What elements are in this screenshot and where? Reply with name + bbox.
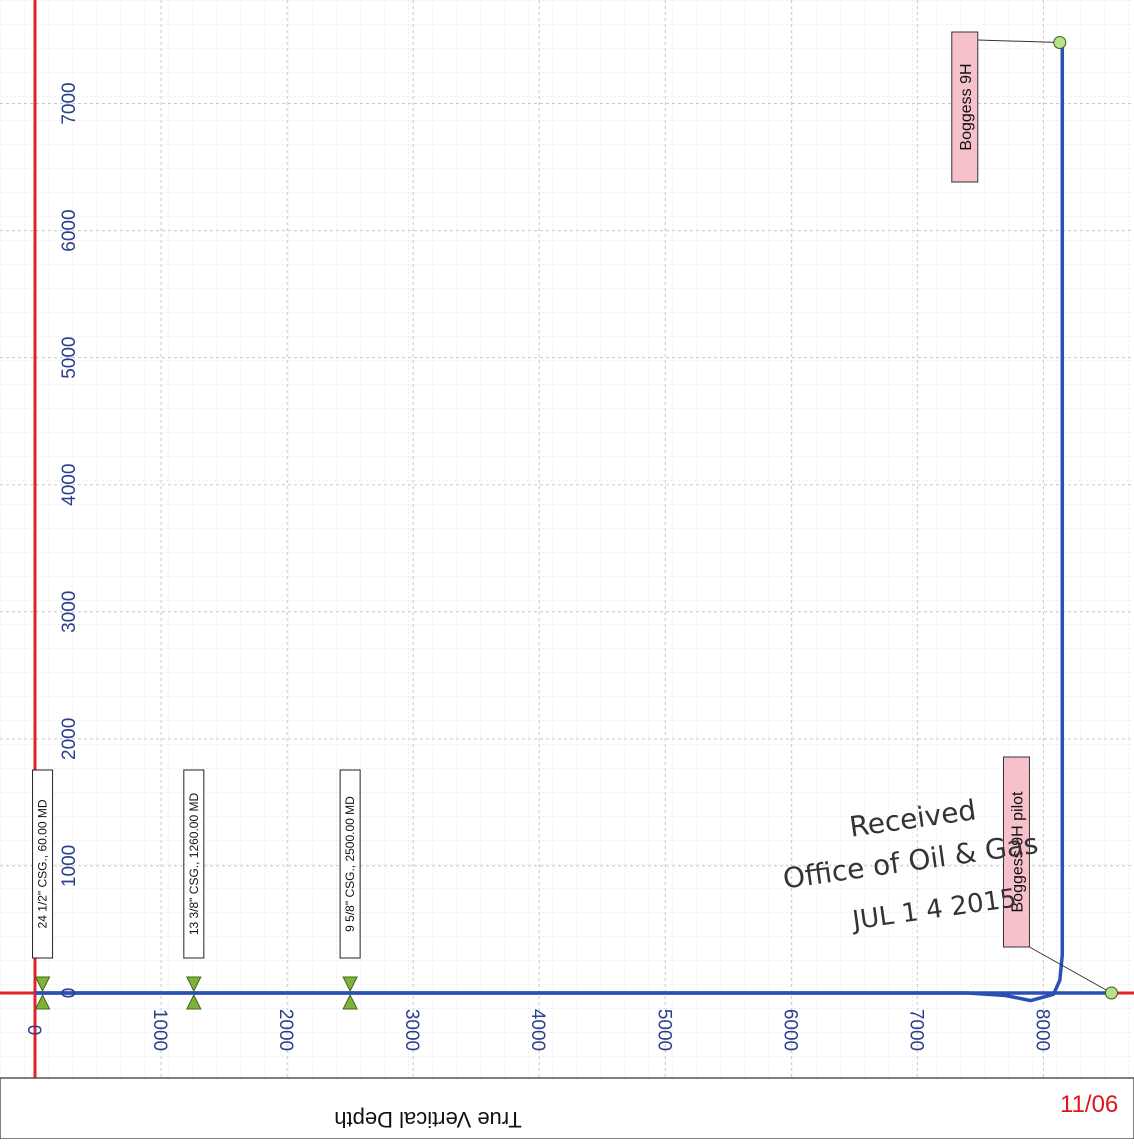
well-label-box-1 [951, 31, 979, 183]
well-label-box-2 [1002, 756, 1030, 948]
well-label-2: Boggess 9H pilot [1009, 791, 1026, 913]
section-tick-3000: 3000 [59, 591, 80, 633]
series-layer [35, 42, 1107, 1003]
depth-tick-5000: 5000 [653, 1009, 674, 1051]
well-label-1: Boggess 9H [958, 63, 975, 150]
depth-tick-labels: 0 1000 2000 3000 4000 5000 6000 7000 8000 [23, 1009, 1052, 1051]
well-label-layer: Boggess 9H Boggess 9H pilot [951, 31, 1118, 1000]
section-tick-5000: 5000 [59, 337, 80, 379]
casing-marker-2-upper [186, 976, 202, 993]
well-end-marker-1 [1053, 36, 1067, 50]
depth-tick-0: 0 [23, 1025, 44, 1036]
section-tick-1000: 1000 [59, 845, 80, 887]
section-tick-0: 0 [59, 988, 80, 999]
casing-label-box-3 [339, 769, 361, 959]
depth-tick-6000: 6000 [779, 1009, 800, 1051]
section-tick-7000: 7000 [59, 82, 80, 124]
casing-label-box-2 [183, 769, 205, 959]
casing-marker-3-upper [342, 976, 358, 993]
casing-label-1: 24 1/2" CSG., 60.00 MD [36, 799, 50, 928]
depth-tick-2000: 2000 [275, 1009, 296, 1051]
series-line-1 [35, 42, 1065, 1003]
casing-marker-2-lower [186, 993, 202, 1010]
depth-tick-7000: 7000 [905, 1009, 926, 1051]
casing-label-2: 13 3/8" CSG., 1260.00 MD [187, 793, 201, 936]
section-tick-4000: 4000 [59, 464, 80, 506]
well-leader-1 [977, 39, 1060, 44]
section-tick-6000: 6000 [59, 209, 80, 251]
section-tick-2000: 2000 [59, 718, 80, 760]
casing-label-box-1 [32, 769, 54, 959]
casing-layer: 24 1/2" CSG., 60.00 MD 13 3/8" CSG., 1260… [32, 769, 361, 1010]
casing-marker-3-lower [342, 993, 358, 1010]
well-leader-2 [1029, 946, 1112, 994]
well-end-marker-2 [1104, 986, 1118, 1000]
depth-tick-8000: 8000 [1031, 1009, 1052, 1051]
depth-tick-3000: 3000 [401, 1009, 422, 1051]
depth-tick-1000: 1000 [149, 1009, 170, 1051]
casing-marker-1-upper [34, 976, 51, 993]
depth-axis-title: True Vertical Depth [334, 1107, 522, 1132]
casing-label-3: 9 5/8" CSG., 2500.00 MD [343, 796, 357, 932]
depth-tick-4000: 4000 [527, 1009, 548, 1051]
axis-title-box [0, 1077, 1134, 1140]
casing-marker-1-lower [34, 993, 51, 1010]
corner-date-fragment: 11/06 [1060, 1091, 1118, 1118]
